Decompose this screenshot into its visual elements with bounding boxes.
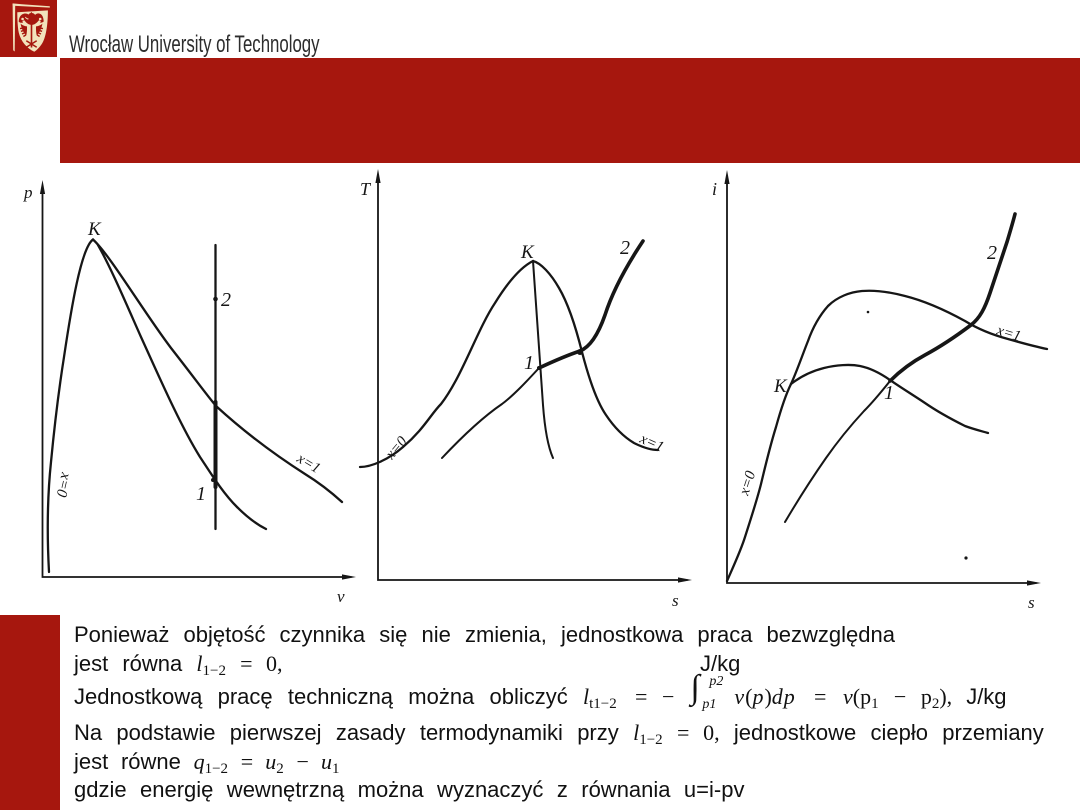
svg-text:x=0: x=0	[53, 470, 74, 499]
svg-text:K: K	[773, 376, 788, 397]
svg-text:2: 2	[987, 242, 997, 264]
svg-text:s: s	[1028, 593, 1035, 612]
svg-text:x=0: x=0	[736, 469, 759, 498]
svg-text:1: 1	[524, 352, 534, 374]
svg-text:2: 2	[221, 289, 231, 311]
svg-text:x=1: x=1	[994, 322, 1023, 345]
svg-text:x=1: x=1	[293, 450, 323, 477]
svg-text:p: p	[23, 183, 33, 202]
svg-text:i: i	[712, 179, 717, 199]
svg-text:v: v	[337, 587, 345, 606]
svg-text:2: 2	[620, 237, 630, 259]
svg-text:s: s	[672, 591, 679, 610]
svg-text:K: K	[87, 219, 102, 240]
svg-text:x=1: x=1	[636, 431, 666, 456]
svg-text:T: T	[360, 179, 372, 199]
svg-text:1: 1	[196, 483, 206, 505]
svg-text:1: 1	[884, 382, 894, 404]
svg-text:K: K	[520, 242, 535, 263]
